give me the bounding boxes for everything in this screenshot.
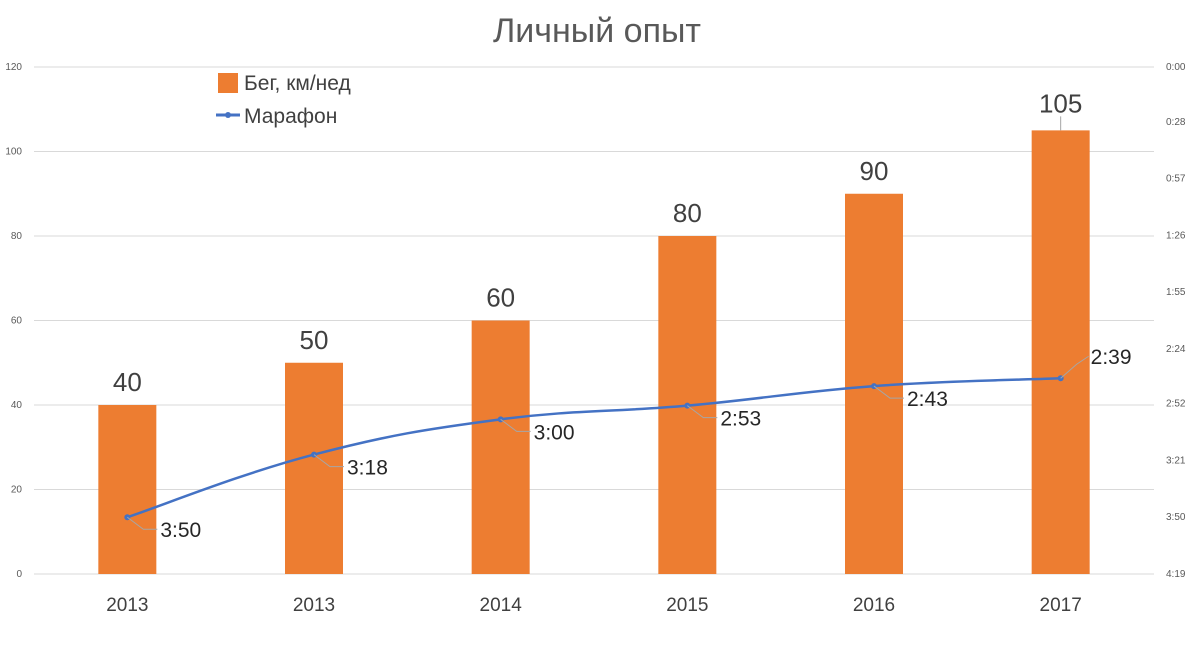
bar-data-label: 40: [113, 367, 142, 397]
x-tick-label: 2016: [853, 595, 895, 616]
marathon-data-label: 2:39: [1091, 346, 1132, 369]
running-bars: 40 50 60 80 90 105: [98, 88, 1090, 574]
bar: [285, 362, 343, 574]
bar-data-label: 60: [486, 283, 515, 313]
left-tick-label: 60: [11, 316, 23, 327]
bar-data-label: 50: [300, 325, 329, 355]
right-tick-label: 2:24: [1166, 344, 1186, 355]
right-tick-label: 3:21: [1166, 455, 1186, 466]
right-tick-label: 2:52: [1166, 399, 1186, 410]
right-tick-label: 0:57: [1166, 174, 1186, 185]
line-label-leader: [313, 454, 344, 468]
gridlines: [34, 66, 1154, 575]
bar: [98, 405, 157, 574]
line-label-leader: [873, 385, 904, 399]
left-tick-label: 0: [16, 569, 22, 580]
right-tick-label: 3:50: [1166, 512, 1186, 523]
marathon-line: 3:50 3:18 3:00 2:53 2:43 2:39: [124, 346, 1132, 542]
x-tick-label: 2014: [480, 595, 523, 616]
left-tick-label: 100: [5, 147, 22, 158]
right-tick-label: 1:26: [1166, 230, 1186, 241]
legend: Бег, км/нед Марафон: [216, 72, 351, 128]
x-tick-label: 2015: [666, 595, 708, 616]
right-tick-label: 1:55: [1166, 287, 1186, 298]
x-tick-label: 2017: [1040, 595, 1082, 616]
left-tick-label: 40: [11, 400, 23, 411]
bar: [471, 320, 530, 574]
bar-data-label: 90: [860, 156, 889, 186]
bar-data-label: 80: [673, 198, 702, 228]
right-tick-label: 4:19: [1166, 569, 1186, 580]
marathon-data-label: 2:53: [720, 408, 761, 431]
line-label-leader: [1060, 355, 1089, 379]
line-label-leader: [687, 405, 718, 419]
left-axis-ticks: 0 20 40 60 80 100 120: [5, 62, 22, 580]
left-tick-label: 120: [5, 62, 22, 73]
legend-bar-swatch: [218, 73, 238, 93]
x-axis-ticks: 2013 2013 2014 2015 2016 2017: [106, 595, 1082, 616]
right-tick-label: 0:28: [1166, 117, 1186, 128]
chart-title: Личный опыт: [493, 12, 701, 50]
bar-data-label: 105: [1039, 88, 1082, 118]
marathon-data-label: 3:00: [534, 421, 575, 444]
x-tick-label: 2013: [106, 595, 148, 616]
marathon-line-path: [126, 376, 1061, 519]
bar: [1031, 130, 1090, 574]
marathon-data-label: 3:50: [160, 519, 201, 542]
legend-line-label: Марафон: [244, 105, 337, 128]
line-label-leader: [127, 516, 158, 530]
right-axis-ticks: 4:19 3:50 3:21 2:52 2:24 1:55 1:26 0:57 0:28 0:00: [1166, 62, 1186, 580]
right-tick-label: 0:00: [1166, 62, 1186, 73]
x-tick-label: 2013: [293, 595, 335, 616]
line-label-leader: [500, 418, 531, 432]
legend-line-marker: [225, 112, 231, 118]
left-tick-label: 20: [11, 485, 23, 496]
legend-bar-label: Бег, км/нед: [244, 72, 351, 95]
marathon-data-label: 3:18: [347, 457, 388, 480]
left-tick-label: 80: [11, 231, 23, 242]
marathon-data-label: 2:43: [907, 388, 948, 411]
